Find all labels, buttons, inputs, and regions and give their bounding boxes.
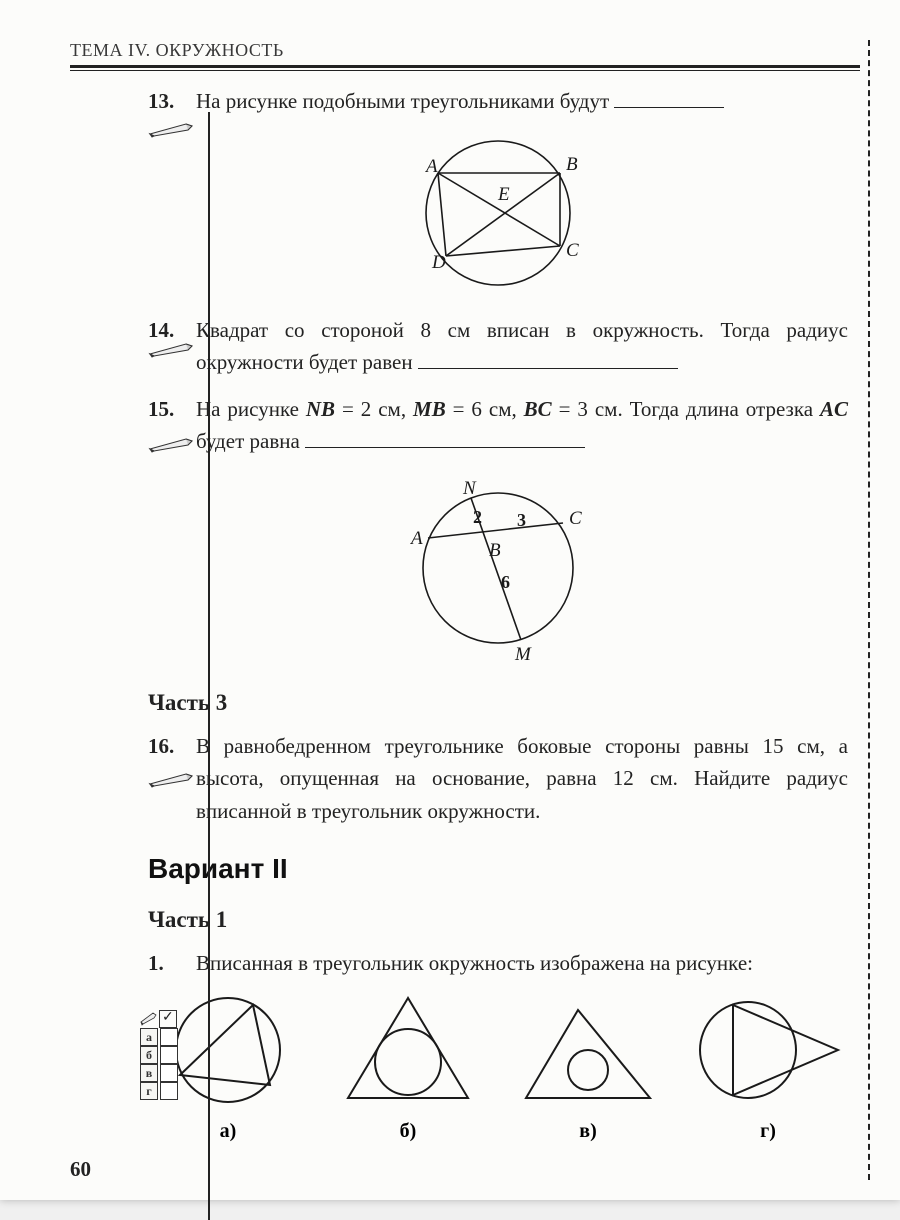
- section-title-part3: Часть 3: [148, 690, 848, 716]
- header-divider: [70, 65, 860, 71]
- svg-text:3: 3: [517, 510, 526, 530]
- choice-label: г): [688, 1120, 848, 1143]
- problem-1: 1. Вписанная в треугольник окружность из…: [148, 947, 848, 980]
- problem-text: На рисунке NB = 2 см, MB = 6 см, BC = 3 …: [196, 393, 848, 458]
- problem-number: 15.: [148, 393, 196, 426]
- figure-15: N C A B M 2 3 6: [148, 468, 848, 668]
- vertical-separator: [208, 112, 210, 1220]
- svg-text:E: E: [497, 184, 510, 205]
- section-title-part1: Часть 1: [148, 907, 848, 933]
- pencil-icon: [148, 435, 198, 455]
- page-number: 60: [70, 1157, 91, 1182]
- svg-text:2: 2: [473, 507, 482, 527]
- answer-grid-header: [140, 1010, 200, 1028]
- content-area: ТЕМА IV. ОКРУЖНОСТЬ а б в г: [70, 40, 860, 1149]
- svg-text:M: M: [514, 644, 532, 665]
- problem-16: 16. В равнобедренном треугольнике боковы…: [148, 730, 848, 828]
- answer-option-g[interactable]: г: [140, 1082, 200, 1100]
- answer-choices: а) б): [148, 990, 848, 1143]
- right-dashed-margin: [868, 40, 870, 1180]
- problem-text: Вписанная в треугольник окружность изобр…: [196, 947, 848, 980]
- figure-13: A B C D E: [148, 128, 848, 298]
- choice-b[interactable]: б): [328, 990, 488, 1143]
- problem-number: 13.: [148, 85, 196, 118]
- main-column: 13. На рисунке подобными треугольниками …: [148, 85, 848, 1143]
- svg-text:A: A: [424, 156, 438, 177]
- svg-text:C: C: [566, 240, 579, 261]
- pencil-icon: [148, 120, 198, 140]
- answer-grid: а б в г: [140, 1010, 200, 1100]
- problem-14: 14. Квадрат со стороной 8 см вписан в ок…: [148, 314, 848, 379]
- pencil-icon: [148, 340, 198, 360]
- page: ТЕМА IV. ОКРУЖНОСТЬ а б в г: [0, 0, 900, 1200]
- choice-label: б): [328, 1120, 488, 1143]
- pencil-icon: [148, 770, 198, 790]
- answer-option-v[interactable]: в: [140, 1064, 200, 1082]
- svg-text:B: B: [489, 540, 501, 561]
- choice-label: в): [508, 1120, 668, 1143]
- problem-number: 1.: [148, 947, 196, 980]
- problem-text: На рисунке подобными треугольниками буду…: [196, 85, 848, 118]
- svg-text:N: N: [462, 478, 477, 499]
- problem-text: Квадрат со стороной 8 см вписан в окружн…: [196, 314, 848, 379]
- choice-v[interactable]: в): [508, 990, 668, 1143]
- answer-blank[interactable]: [614, 86, 724, 108]
- choice-label: а): [148, 1120, 308, 1143]
- variant-title: Вариант II: [148, 853, 848, 885]
- answer-option-a[interactable]: а: [140, 1028, 200, 1046]
- svg-text:B: B: [566, 154, 578, 175]
- answer-option-b[interactable]: б: [140, 1046, 200, 1064]
- answer-blank[interactable]: [305, 426, 585, 448]
- problem-number: 16.: [148, 730, 196, 763]
- svg-text:A: A: [409, 528, 423, 549]
- chapter-header: ТЕМА IV. ОКРУЖНОСТЬ: [70, 40, 860, 65]
- problem-15: 15. На рисунке NB = 2 см, MB = 6 см, BC …: [148, 393, 848, 458]
- svg-text:C: C: [569, 508, 582, 529]
- problem-text: В равнобедренном треугольнике боковые ст…: [196, 730, 848, 828]
- answer-blank[interactable]: [418, 347, 678, 369]
- check-icon: [159, 1010, 177, 1028]
- choice-g[interactable]: г): [688, 990, 848, 1143]
- svg-text:6: 6: [501, 572, 510, 592]
- svg-text:D: D: [431, 252, 446, 273]
- problem-13: 13. На рисунке подобными треугольниками …: [148, 85, 848, 118]
